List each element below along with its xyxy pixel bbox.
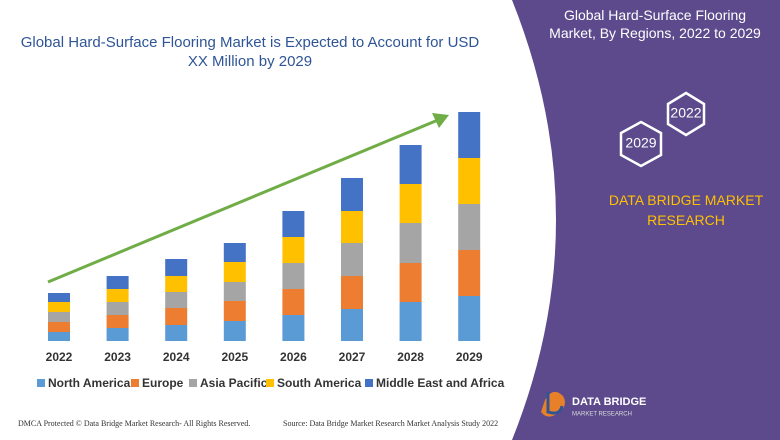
- bar-segment: [223, 301, 246, 321]
- legend-label: Europe: [142, 376, 184, 390]
- bar-segment: [282, 237, 305, 263]
- bar-segment: [341, 276, 363, 309]
- legend-swatch: [365, 379, 373, 387]
- bar-segment: [106, 276, 129, 289]
- bar-segment: [399, 184, 422, 223]
- hexagon-label: 2029: [625, 135, 656, 151]
- bar-segment: [106, 328, 129, 341]
- bar-segment: [458, 158, 481, 204]
- bar-segment: [223, 243, 246, 262]
- bar-segment: [282, 289, 305, 315]
- hexagon: [619, 120, 663, 168]
- bar-segment: [48, 312, 70, 322]
- bar-segment: [165, 292, 188, 308]
- bar-segment: [223, 321, 246, 341]
- bar-segment: [106, 302, 129, 315]
- legend-label: Middle East and Africa: [376, 376, 505, 390]
- bar-segment: [165, 325, 188, 341]
- side-title: Global Hard-Surface Flooring Market, By …: [549, 7, 761, 41]
- legend-swatch: [266, 379, 274, 387]
- trend-arrow: [47, 118, 439, 284]
- bar-segment: [399, 302, 422, 341]
- bar-segment: [48, 302, 70, 312]
- footer-text: DMCA Protected © Data Bridge Market Rese…: [18, 419, 250, 428]
- x-tick-label: 2022: [46, 350, 73, 364]
- bar-segment: [282, 263, 305, 289]
- hexagon-label: 2022: [670, 105, 701, 121]
- x-tick-label: 2023: [104, 350, 131, 364]
- x-tick-label: 2025: [221, 350, 248, 364]
- bar-segment: [399, 145, 422, 184]
- legend-swatch: [189, 379, 197, 387]
- bar-segment: [106, 315, 129, 328]
- bar-segment: [458, 250, 481, 296]
- footer-text: Source: Data Bridge Market Research Mark…: [283, 419, 498, 428]
- arrow-head: [432, 113, 449, 128]
- x-tick-label: 2024: [163, 350, 190, 364]
- bar-segment: [399, 263, 422, 302]
- x-tick-label: 2027: [339, 350, 366, 364]
- chart-title: Global Hard-Surface Flooring Market is E…: [20, 34, 480, 70]
- bar-segment: [282, 315, 305, 341]
- legend-swatch: [131, 379, 139, 387]
- bar-segment: [341, 243, 363, 276]
- bar-segment: [458, 112, 481, 158]
- legend-label: South America: [277, 376, 362, 390]
- bar-segment: [341, 211, 363, 243]
- legend-label: Asia Pacific: [200, 376, 268, 390]
- bar-segment: [48, 322, 70, 332]
- brand-text: DATA BRIDGE MARKET RESEARCH: [608, 192, 764, 228]
- bar-segment: [223, 262, 246, 282]
- bar-segment: [341, 309, 363, 341]
- hexagon: [666, 91, 706, 137]
- logo-text: DATA BRIDGE: [572, 396, 646, 408]
- bar-segment: [458, 296, 481, 341]
- legend-swatch: [37, 379, 45, 387]
- bar-segment: [458, 204, 481, 250]
- bar-segment: [399, 223, 422, 263]
- bar-segment: [165, 259, 188, 276]
- x-tick-label: 2028: [397, 350, 424, 364]
- bar-segment: [106, 289, 129, 302]
- bar-segment: [48, 332, 70, 341]
- logo-mark: [546, 392, 564, 415]
- bar-segment: [165, 308, 188, 325]
- logo-text: MARKET RESEARCH: [572, 412, 632, 418]
- bar-segment: [341, 178, 363, 211]
- x-tick-label: 2026: [280, 350, 307, 364]
- side-panel-bg: [512, 0, 780, 440]
- legend-label: North America: [48, 376, 131, 390]
- x-tick-label: 2029: [456, 350, 483, 364]
- bar-segment: [282, 211, 305, 237]
- bar-segment: [48, 293, 70, 302]
- bar-segment: [165, 276, 188, 292]
- bar-segment: [223, 282, 246, 301]
